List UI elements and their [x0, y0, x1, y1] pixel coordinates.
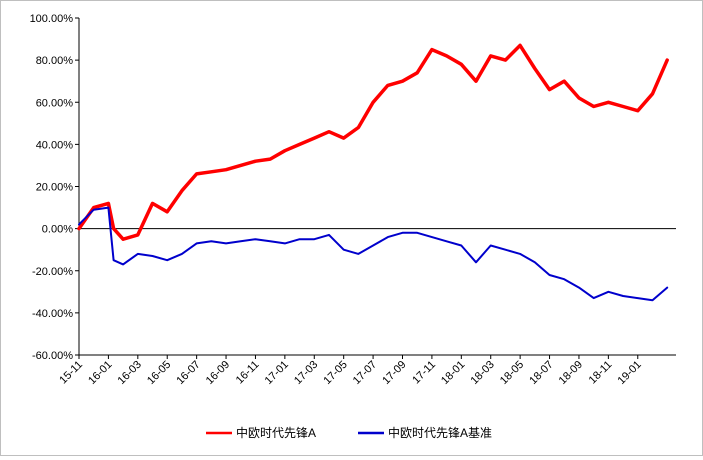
x-tick-label: 18-03 — [468, 359, 496, 387]
x-tick-label: 16-07 — [174, 359, 202, 387]
x-tick-label: 17-09 — [380, 359, 408, 387]
legend-label: 中欧时代先锋A基准 — [388, 425, 492, 440]
axes: 100.00% 80.00% 60.00% 40.00% 20.00% 0.00% -20.… — [30, 13, 676, 387]
series-layer — [77, 43, 669, 302]
x-tick-label: 16-11 — [234, 359, 262, 387]
y-tick-label: 80.00% — [36, 55, 74, 67]
series-line-benchmark — [78, 206, 669, 302]
x-tick-label: 19-01 — [616, 359, 644, 387]
x-tick-label: 18-01 — [439, 359, 467, 387]
x-tick-label: 17-05 — [321, 359, 349, 387]
x-tick-label: 17-11 — [410, 359, 438, 387]
x-tick-label: 17-07 — [351, 359, 379, 387]
x-tick-label: 17-03 — [292, 359, 320, 387]
x-tick-label: 18-09 — [557, 359, 585, 387]
legend-label: 中欧时代先锋A — [236, 425, 316, 440]
y-tick-label: -60.00% — [32, 350, 73, 362]
x-tick-label: 17-01 — [263, 359, 291, 387]
y-tick-label: 0.00% — [42, 224, 73, 236]
legend: 中欧时代先锋A 中欧时代先锋A基准 — [206, 425, 492, 440]
series-line-fund — [77, 43, 669, 241]
x-tick-label: 18-11 — [587, 359, 615, 387]
y-tick-label: 20.00% — [36, 182, 74, 194]
x-tick-label: 16-09 — [204, 359, 232, 387]
x-tick-label: 16-05 — [145, 359, 173, 387]
y-tick-label: 100.00% — [30, 13, 74, 25]
x-tick-label: 18-07 — [527, 359, 555, 387]
y-tick-label: -20.00% — [32, 266, 73, 278]
y-tick-label: -40.00% — [32, 308, 73, 320]
y-tick-label: 60.00% — [36, 97, 74, 109]
x-tick-label: 16-01 — [86, 359, 114, 387]
x-tick-label: 16-03 — [116, 359, 144, 387]
x-tick-label: 15-11 — [57, 359, 85, 387]
y-tick-label: 40.00% — [36, 139, 74, 151]
x-tick-label: 18-05 — [498, 359, 526, 387]
